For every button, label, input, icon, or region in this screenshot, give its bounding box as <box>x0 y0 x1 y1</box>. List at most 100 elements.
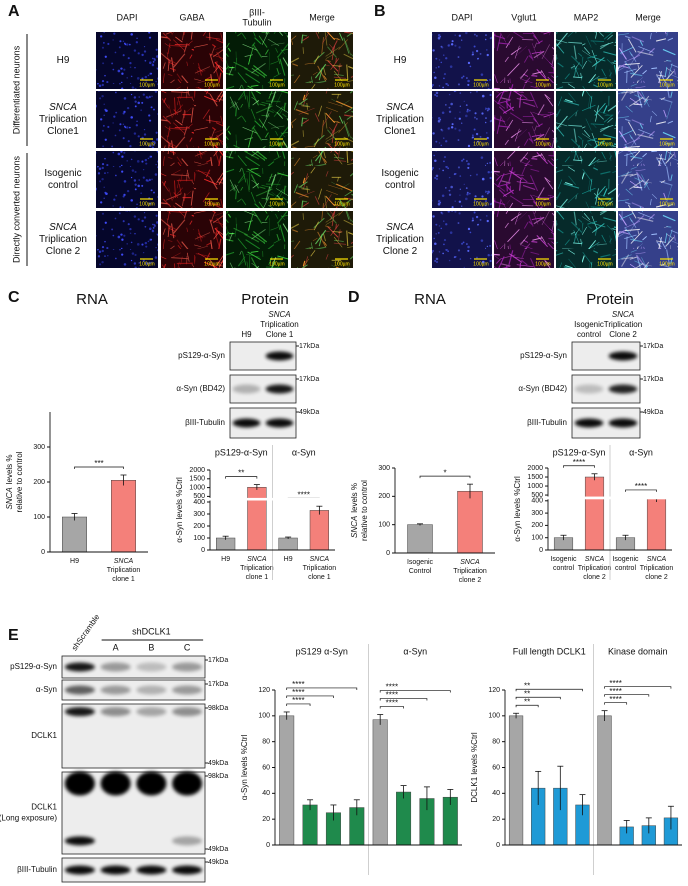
y-tick-label: 1000 <box>189 484 205 491</box>
kda-label: 49kDa <box>299 409 319 416</box>
significance-label: ** <box>238 469 244 478</box>
kda-label: 49kDa <box>643 409 663 416</box>
bar <box>508 715 524 846</box>
row-label: Triplication <box>39 114 87 125</box>
blot-band <box>64 771 95 796</box>
x-tick-label: clone 2 <box>459 577 482 584</box>
group-title: pS129-α-Syn <box>553 447 606 457</box>
group-title: α-Syn <box>629 447 653 457</box>
blot-label: βIII-Tubulin <box>527 418 567 427</box>
x-tick-label: clone 1 <box>308 574 331 581</box>
lane-label: C <box>184 642 191 652</box>
scale-bar-label: 100µm <box>269 261 284 267</box>
blot-band <box>64 685 95 695</box>
y-axis-label: SNCA levels % <box>5 454 14 509</box>
scale-bar-label: 100µm <box>659 261 674 267</box>
axis <box>49 412 148 553</box>
y-tick-label: 300 <box>193 511 205 518</box>
blot-band <box>136 662 167 672</box>
panel-letter: A <box>8 3 20 20</box>
lane-label: Triplication <box>260 320 298 329</box>
lane-label: control <box>577 330 601 339</box>
row-label: Clone1 <box>47 126 79 137</box>
kda-label: 49kDa <box>208 846 228 853</box>
axis-break <box>546 496 672 500</box>
scale-bar-label: 100µm <box>535 141 550 147</box>
significance-bracket <box>379 706 404 709</box>
row-label: Isogenic <box>44 168 81 179</box>
bar <box>309 510 329 551</box>
x-tick-label: control <box>615 565 636 572</box>
scale-bar-label: 100µm <box>139 261 154 267</box>
scale-bar-label: 100µm <box>473 141 488 147</box>
x-tick-label: SNCA <box>247 556 267 563</box>
blot-band <box>265 351 294 361</box>
y-tick-label: 0 <box>386 550 390 557</box>
y-axis-label-text: levels % <box>5 454 14 484</box>
blot-band <box>232 418 261 428</box>
bar <box>584 476 605 551</box>
x-tick-label: Triplication <box>107 567 141 574</box>
row-label: Clone 2 <box>46 246 81 257</box>
blot-label: α-Syn <box>36 685 57 694</box>
column-header: DAPI <box>116 12 137 22</box>
scale-bar-label: 100µm <box>535 261 550 267</box>
x-tick-label: SNCA <box>460 559 480 566</box>
kda-label: 49kDa <box>208 760 228 767</box>
lane-label: SNCA <box>612 310 634 319</box>
significance-label: ** <box>524 689 530 698</box>
blot-band <box>172 836 203 846</box>
x-tick-label: Triplication <box>240 565 274 572</box>
row-label: control <box>385 180 415 191</box>
y-axis-label-text: α-Syn levels %Ctrl <box>513 476 522 542</box>
significance-bracket <box>286 695 334 698</box>
column-header: Merge <box>309 12 335 22</box>
y-tick-label: 300 <box>33 444 45 451</box>
y-tick-label: 100 <box>378 522 390 529</box>
scale-bar-label: 100µm <box>139 141 154 147</box>
blot-label: DCLK1 <box>31 803 57 812</box>
bar <box>279 715 295 846</box>
bar-chart: 0 20 40 60 80 100 120 α-Syn levels %Ctrl pS129 α… <box>240 644 462 875</box>
significance-label: **** <box>609 679 621 688</box>
bar-chart: 0 100 200 300 SNCA levels % relative to contro… <box>5 412 148 583</box>
panel-letter: E <box>8 627 19 644</box>
significance-bracket <box>379 690 451 693</box>
blot-label: pS129-α-Syn <box>178 351 225 360</box>
blot-band <box>172 771 203 796</box>
significance-bracket <box>604 702 628 705</box>
scale-bar-label: 100µm <box>204 141 219 147</box>
blot-label: α-Syn (BD42) <box>176 384 225 393</box>
row-label: Triplication <box>39 234 87 245</box>
significance-label: * <box>443 468 446 477</box>
scale-bar-label: 100µm <box>659 82 674 88</box>
significance-bracket <box>286 687 358 690</box>
y-axis-label: α-Syn levels %Ctrl <box>240 735 249 801</box>
scale-bar-label: 100µm <box>139 82 154 88</box>
group-title: Kinase domain <box>608 646 668 656</box>
y-axis-label: SNCA levels % <box>350 483 359 538</box>
y-tick-label: 200 <box>378 493 390 500</box>
row-label: control <box>48 180 78 191</box>
bar <box>396 791 412 846</box>
y-tick-label: 1500 <box>189 476 205 483</box>
bar <box>372 719 388 846</box>
bar <box>302 804 318 846</box>
scale-bar-label: 100µm <box>473 201 488 207</box>
y-tick-label: 200 <box>193 523 205 530</box>
blot-band <box>574 384 604 394</box>
x-tick-label: SNCA <box>585 556 605 563</box>
column-header: Vglut1 <box>511 12 537 22</box>
row-label: H9 <box>394 55 407 66</box>
significance-label: **** <box>292 696 304 705</box>
significance-bracket <box>625 489 657 492</box>
blot-label: (Long exposure) <box>0 814 57 823</box>
x-tick-label: clone 2 <box>583 574 606 581</box>
y-axis-label: relative to control <box>360 480 369 541</box>
y-tick-label: 500 <box>193 493 205 500</box>
blot-band <box>232 384 261 394</box>
y-tick-label: 40 <box>262 790 270 797</box>
scale-bar-label: 100µm <box>659 201 674 207</box>
section-title: Protein <box>586 291 634 308</box>
